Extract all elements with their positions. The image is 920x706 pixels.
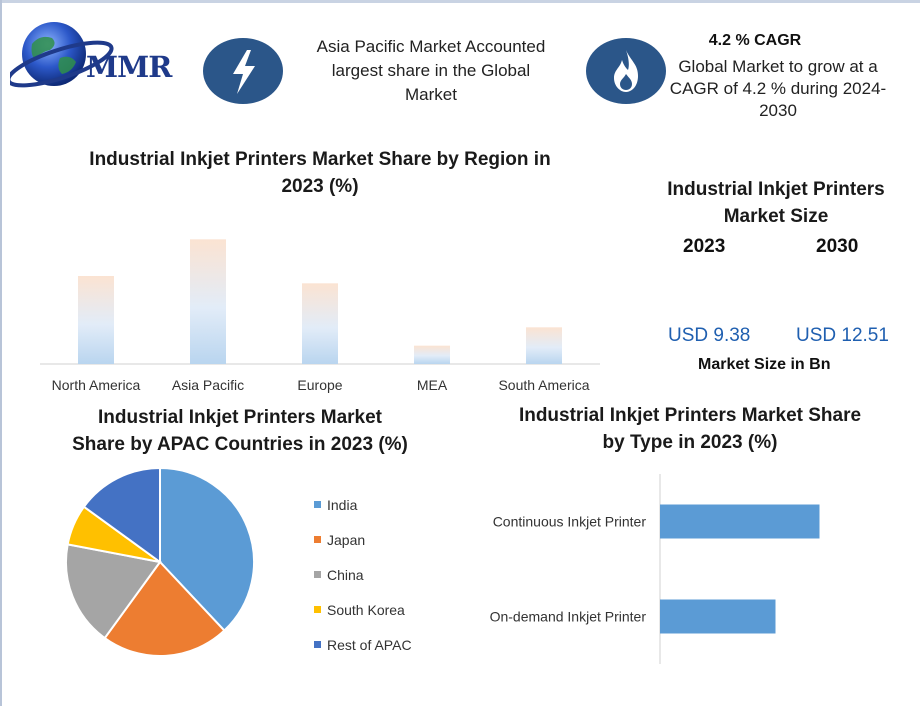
market-size-title: Industrial Inkjet Printers Market Size	[636, 176, 916, 230]
legend-label: Rest of APAC	[327, 637, 412, 653]
highlight-line-3: Market	[405, 85, 457, 104]
region-tick-label: MEA	[417, 377, 448, 393]
type-bar	[660, 504, 820, 539]
type-chart-title: Industrial Inkjet Printers Market Share …	[500, 402, 880, 456]
market-size-unit: Market Size in Bn	[698, 356, 831, 373]
pie-slice	[65, 543, 162, 640]
legend-swatch	[314, 606, 321, 613]
top-border	[0, 0, 920, 3]
legend-swatch	[314, 536, 321, 543]
legend-label: China	[327, 567, 364, 583]
region-tick-label: Europe	[297, 377, 342, 393]
type-tick-label: On-demand Inkjet Printer	[490, 609, 647, 625]
market-size-value-2030: USD 12.51	[796, 325, 889, 346]
region-bar	[526, 327, 562, 364]
cagr-line-3: 2030	[759, 101, 797, 120]
legend-swatch	[314, 641, 321, 648]
highlight-line-1: Asia Pacific Market Accounted	[316, 37, 546, 56]
region-bar	[414, 345, 450, 364]
pie-slice	[82, 466, 161, 564]
region-tick-label: Asia Pacific	[172, 377, 244, 393]
region-title-line-1: Industrial Inkjet Printers Market Share …	[89, 149, 551, 170]
legend-label: Japan	[327, 532, 365, 548]
logo-text: MMR	[86, 50, 172, 84]
region-tick-label: North America	[52, 377, 141, 393]
cagr-title: 4.2 % CAGR	[708, 32, 802, 49]
type-tick-label: Continuous Inkjet Printer	[493, 514, 647, 530]
market-size-value-2023: USD 9.38	[668, 325, 751, 346]
apac-pie-chart: India Japan China South Korea Rest of APAC	[65, 466, 412, 657]
legend-label: South Korea	[327, 602, 405, 618]
lightning-bolt-icon	[203, 38, 283, 104]
market-size-title-line-1: Industrial Inkjet Printers	[667, 179, 885, 200]
apac-title-line-1: Industrial Inkjet Printers Market	[97, 407, 383, 428]
highlight-line-2: largest share in the Global	[331, 61, 531, 80]
region-tick-label: South America	[498, 377, 589, 393]
pie-slice	[103, 560, 226, 657]
region-bar	[78, 276, 114, 364]
flame-icon	[586, 38, 666, 104]
asia-pacific-highlight: Asia Pacific Market Accounted largest sh…	[296, 35, 566, 107]
cagr-line-1: Global Market to grow at a	[678, 57, 878, 76]
legend-swatch	[314, 571, 321, 578]
market-size-title-line-2: Market Size	[723, 206, 829, 227]
cagr-line-2: CAGR of 4.2 % during 2024-	[669, 79, 887, 98]
mmr-globe-logo	[10, 22, 114, 88]
pie-slice	[159, 466, 255, 632]
market-size-year-2023: 2023	[683, 236, 726, 257]
type-bar	[660, 599, 776, 634]
region-bar	[302, 283, 338, 364]
cagr-highlight: Global Market to grow at a CAGR of 4.2 %…	[660, 56, 896, 122]
region-bar-chart: North America Asia Pacific Europe MEA South …	[40, 239, 600, 393]
type-title-line-1: Industrial Inkjet Printers Market Share	[518, 405, 862, 426]
left-border	[0, 0, 2, 706]
apac-title-line-2: Share by APAC Countries in 2023 (%)	[72, 434, 408, 455]
legend-swatch	[314, 501, 321, 508]
legend-label: India	[327, 497, 358, 513]
market-size-year-2030: 2030	[816, 236, 859, 257]
region-chart-title: Industrial Inkjet Printers Market Share …	[60, 146, 580, 200]
apac-chart-title: Industrial Inkjet Printers Market Share …	[40, 404, 440, 458]
region-bar	[190, 239, 226, 364]
region-title-line-2: 2023 (%)	[281, 176, 359, 197]
type-title-line-2: by Type in 2023 (%)	[602, 432, 778, 453]
type-bar-chart: Continuous Inkjet Printer On-demand Inkje…	[490, 474, 820, 664]
